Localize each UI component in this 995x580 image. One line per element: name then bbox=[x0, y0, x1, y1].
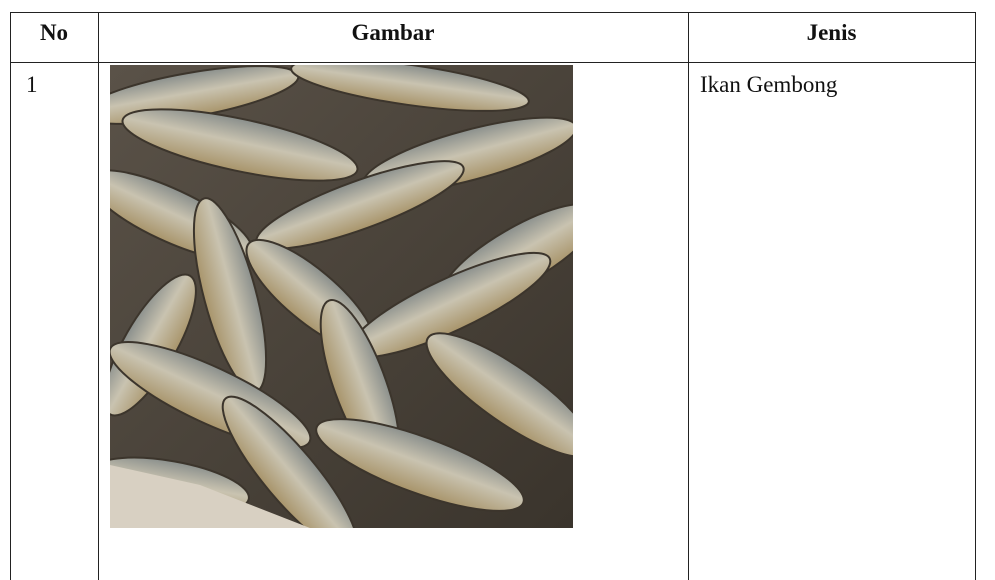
header-cell: Gambar bbox=[351, 20, 435, 45]
header-cell: Jenis bbox=[806, 20, 857, 45]
table-border bbox=[98, 12, 99, 580]
header-cell: No bbox=[39, 20, 69, 45]
table-border bbox=[688, 12, 689, 580]
table-border bbox=[10, 12, 11, 580]
fish-photo bbox=[110, 65, 573, 528]
table-border bbox=[10, 12, 976, 13]
table-border bbox=[975, 12, 976, 580]
fish-type: Ikan Gembong bbox=[700, 72, 838, 97]
table-border bbox=[10, 62, 976, 63]
row-number: 1 bbox=[26, 72, 38, 97]
